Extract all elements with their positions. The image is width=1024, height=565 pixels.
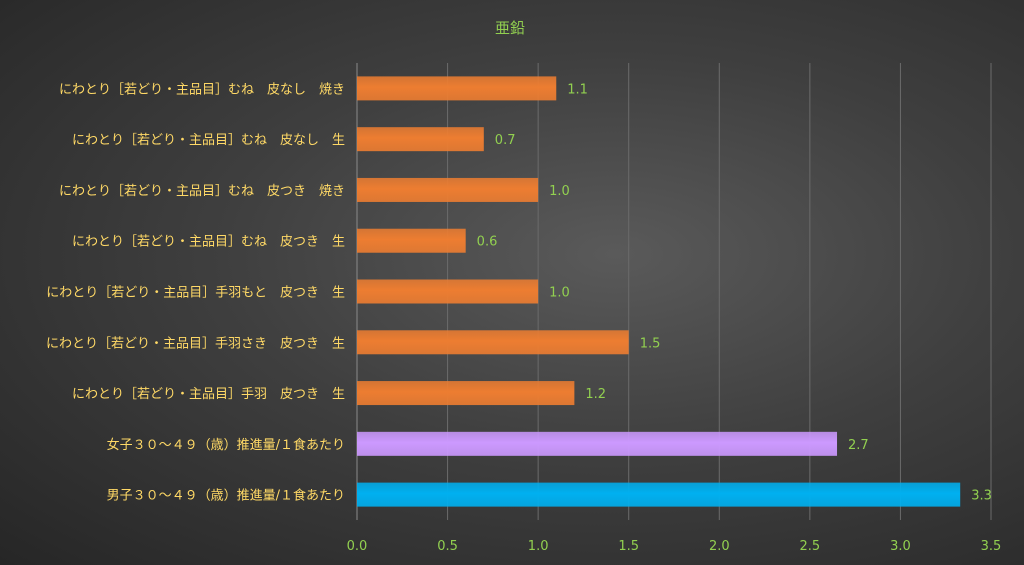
- data-label: 1.5: [640, 336, 661, 351]
- category-label: にわとり［若どり・主品目］むね 皮なし 焼き: [59, 81, 345, 97]
- bar: [357, 228, 466, 253]
- x-tick-label: 3.0: [890, 539, 911, 554]
- category-label: 男子３０～４９（歳）推進量/１食あたり: [107, 488, 345, 504]
- chart-title: 亜鉛: [495, 19, 525, 37]
- category-label: にわとり［若どり・主品目］むね 皮つき 焼き: [59, 183, 345, 199]
- bar: [357, 330, 629, 355]
- category-label: にわとり［若どり・主品目］手羽 皮つき 生: [72, 386, 345, 402]
- data-label: 1.2: [585, 387, 606, 402]
- bars: [357, 76, 961, 507]
- data-label: 1.1: [567, 82, 588, 97]
- x-axis-ticks: 0.0 0.5 1.0 1.5 2.0 2.5 3.0 3.5: [347, 539, 1002, 554]
- bar: [357, 482, 961, 507]
- value-labels: 1.1 0.7 1.0 0.6 1.0 1.5 1.2 2.7 3.3: [477, 82, 992, 503]
- category-label: 女子３０～４９（歳）推進量/１食あたり: [107, 437, 345, 453]
- bar: [357, 127, 484, 152]
- x-tick-label: 1.5: [618, 539, 639, 554]
- category-label: にわとり［若どり・主品目］手羽もと 皮つき 生: [46, 285, 345, 301]
- data-label: 3.3: [971, 489, 992, 504]
- data-label: 2.7: [848, 438, 869, 453]
- x-tick-label: 3.5: [981, 539, 1002, 554]
- x-tick-label: 0.5: [437, 539, 458, 554]
- bar: [357, 76, 557, 101]
- x-tick-label: 2.0: [709, 539, 730, 554]
- bar: [357, 381, 575, 406]
- data-label: 1.0: [549, 184, 570, 199]
- bar: [357, 177, 539, 202]
- data-label: 0.6: [477, 235, 498, 250]
- category-label: にわとり［若どり・主品目］むね 皮なし 生: [72, 132, 345, 148]
- bar: [357, 431, 838, 456]
- x-tick-label: 1.0: [528, 539, 549, 554]
- x-tick-label: 0.0: [347, 539, 368, 554]
- grid-lines: [356, 63, 992, 520]
- data-label: 0.7: [495, 133, 516, 148]
- category-label: にわとり［若どり・主品目］むね 皮つき 生: [72, 234, 345, 250]
- x-tick-label: 2.5: [800, 539, 821, 554]
- category-label: にわとり［若どり・主品目］手羽さき 皮つき 生: [46, 335, 345, 351]
- bar: [357, 279, 539, 304]
- data-label: 1.0: [549, 286, 570, 301]
